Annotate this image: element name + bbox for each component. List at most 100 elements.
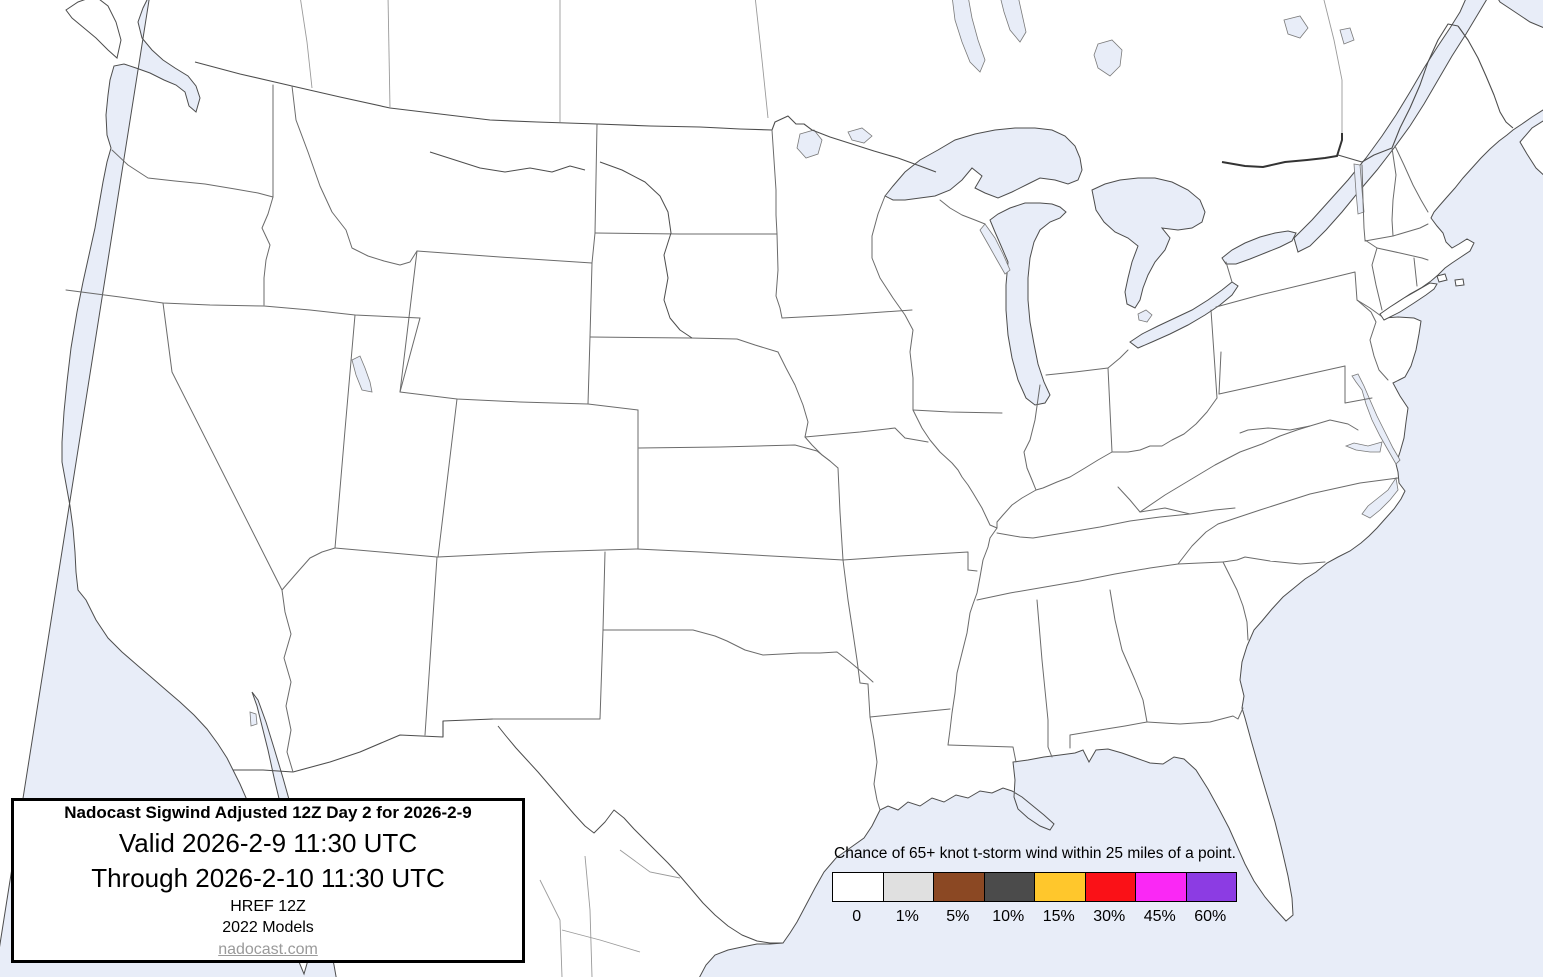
ok-tx-red-river-border bbox=[602, 629, 874, 683]
lake-of-the-woods bbox=[796, 129, 823, 159]
vancouver-island bbox=[65, 0, 122, 59]
wi-il-border bbox=[912, 409, 1003, 414]
legend-labels: 0 1% 5% 10% 15% 30% 45% 60% bbox=[832, 908, 1237, 926]
legend-label-15: 15% bbox=[1042, 908, 1075, 925]
us-canada-border-northeast bbox=[1337, 23, 1514, 163]
islands-layer bbox=[65, 0, 1543, 321]
nh-me-border bbox=[1394, 145, 1429, 213]
legend-label-0: 0 bbox=[852, 908, 862, 925]
lake-michigan bbox=[989, 202, 1067, 406]
mn-nd-red-river-border bbox=[771, 129, 778, 235]
international-borders bbox=[194, 23, 1514, 944]
lake-huron bbox=[1091, 177, 1206, 309]
ma-south-border bbox=[1376, 247, 1429, 261]
ar-la-border bbox=[869, 708, 951, 718]
al-ga-border bbox=[1109, 589, 1148, 723]
legend-label-5: 5% bbox=[946, 908, 970, 925]
tn-south-border bbox=[976, 561, 1224, 601]
mo-west-river-border bbox=[777, 351, 809, 438]
mt-wy-border bbox=[416, 250, 593, 264]
legend-swatch-5 bbox=[933, 872, 985, 902]
gulf-of-st-lawrence bbox=[1498, 0, 1543, 29]
legend-swatch-10 bbox=[983, 872, 1035, 902]
missouri-river-dakotas bbox=[599, 161, 693, 339]
lakes-layer bbox=[249, 0, 1365, 727]
az-nm-border bbox=[424, 556, 438, 736]
ut-az-border bbox=[334, 547, 438, 558]
il-in-border bbox=[1023, 384, 1041, 491]
mn-wi-border bbox=[871, 195, 914, 411]
wv-va-border bbox=[1139, 425, 1311, 513]
probability-legend: Chance of 65+ knot t-storm wind within 2… bbox=[832, 845, 1237, 926]
nv-az-border bbox=[281, 547, 336, 591]
gulf-and-atlantic-ocean bbox=[699, 109, 1543, 977]
mn-sd-border bbox=[775, 233, 783, 319]
pa-west-border bbox=[1210, 309, 1218, 399]
legend-label-10: 10% bbox=[992, 908, 1025, 925]
models-year: 2022 Models bbox=[222, 919, 314, 936]
lake-superior bbox=[884, 127, 1083, 201]
ny-ma-ct-border bbox=[1364, 239, 1383, 311]
legend-swatch-1 bbox=[882, 872, 934, 902]
nova-scotia bbox=[1519, 120, 1543, 176]
ok-east-border bbox=[842, 559, 869, 685]
sd-ne-border bbox=[589, 336, 779, 353]
parallel-42n-border bbox=[65, 289, 421, 319]
nm-tx-border bbox=[492, 629, 604, 720]
legend-swatch-45 bbox=[1135, 872, 1187, 902]
ms-al-border bbox=[1036, 599, 1053, 758]
ks-mo-border bbox=[837, 467, 844, 561]
ma-north-border bbox=[1364, 223, 1429, 242]
nantucket-island bbox=[1454, 278, 1465, 287]
ks-ok-border bbox=[636, 548, 844, 561]
lake-st-clair bbox=[1137, 309, 1153, 323]
va-nc-border bbox=[1217, 477, 1399, 525]
valid-time: Valid 2026-2-9 11:30 UTC bbox=[118, 828, 418, 858]
mississippi-river-lower-border bbox=[947, 527, 998, 746]
ohio-river-border bbox=[996, 397, 1218, 529]
ny-vt-border bbox=[1361, 164, 1366, 241]
long-island bbox=[1379, 282, 1438, 321]
ne-ks-border bbox=[638, 444, 839, 469]
lake-erie bbox=[1129, 281, 1239, 349]
mo-ar-border bbox=[842, 551, 978, 572]
ky-tn-border bbox=[996, 513, 1191, 539]
chesapeake-bay bbox=[1344, 373, 1401, 465]
lake-winnipegosis bbox=[1000, 0, 1027, 43]
legend-swatch-60 bbox=[1185, 872, 1237, 902]
pa-ny-border bbox=[1215, 271, 1358, 308]
mn-ia-border bbox=[781, 309, 913, 319]
bc-alberta-border bbox=[300, 0, 313, 89]
ok-panhandle-west-border bbox=[602, 551, 606, 631]
ga-fl-border bbox=[1146, 707, 1244, 725]
wv-pa-panhandle-border bbox=[1218, 351, 1222, 395]
vt-nh-border bbox=[1391, 147, 1397, 237]
wy-west-border bbox=[399, 250, 418, 393]
ca-az-border bbox=[281, 589, 294, 773]
ut-co-border bbox=[437, 398, 458, 558]
model-name: HREF 12Z bbox=[230, 898, 306, 915]
pamlico-sound bbox=[1361, 476, 1399, 519]
lake-ontario bbox=[1221, 230, 1297, 265]
nv-ut-border bbox=[334, 314, 356, 549]
legend-title: Chance of 65+ knot t-storm wind within 2… bbox=[834, 845, 1236, 862]
ottawa-river-border bbox=[1221, 133, 1343, 169]
through-time: Through 2026-2-10 11:30 UTC bbox=[91, 863, 445, 893]
wi-mi-border bbox=[939, 199, 986, 225]
nadocast-link[interactable]: nadocast.com bbox=[218, 941, 318, 958]
ca-nv-border bbox=[162, 302, 283, 591]
id-mt-border bbox=[291, 85, 418, 266]
forecast-title: Nadocast Sigwind Adjusted 12Z Day 2 for … bbox=[64, 803, 472, 822]
rio-grande-border bbox=[497, 725, 783, 944]
canada-borders bbox=[300, 0, 1343, 169]
marthas-vineyard bbox=[1436, 273, 1448, 283]
nj-ny-border bbox=[1356, 299, 1382, 317]
nc-sc-border bbox=[1222, 556, 1326, 565]
ia-mo-border bbox=[804, 427, 929, 443]
alberta-saskatchewan-border bbox=[387, 0, 391, 109]
ky-va-border bbox=[1139, 507, 1191, 515]
ky-wv-border bbox=[1117, 486, 1141, 513]
